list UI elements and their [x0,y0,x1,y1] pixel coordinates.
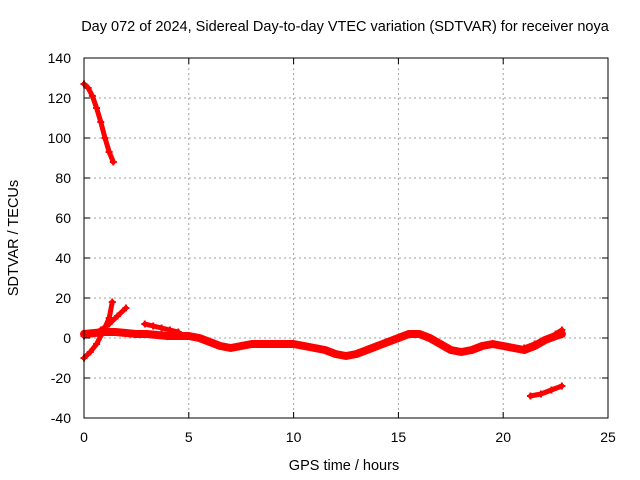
x-tick-label: 20 [495,429,511,445]
data-point [141,320,149,328]
data-point [164,332,172,340]
data-point [394,334,402,342]
y-tick-label: 60 [55,210,71,226]
data-point [206,338,214,346]
data-point [300,342,308,350]
y-tick-label: 100 [48,130,72,146]
data-point [174,332,182,340]
data-point [552,330,560,338]
data-point [158,324,166,332]
data-point [84,84,92,92]
data-point [352,350,360,358]
data-point [531,340,539,348]
plot-frame [83,57,609,419]
data-point [290,340,298,348]
data-point [93,340,101,348]
data-point [122,329,130,337]
data-point [227,344,235,352]
data-point [111,328,119,336]
data-point [86,348,94,356]
data-point [510,344,518,352]
data-point [478,342,486,350]
x-tick-label: 25 [600,429,616,445]
series-layer [80,80,566,400]
data-point [108,298,116,306]
data-point [520,344,528,352]
data-point [122,304,130,312]
data-point [269,340,277,348]
y-tick-label: -40 [51,410,71,426]
data-point [457,348,465,356]
y-tick-label: -20 [51,370,71,386]
data-point [101,134,109,142]
data-point [447,346,455,354]
y-tick-label: 80 [55,170,71,186]
data-point [216,342,224,350]
data-point [332,350,340,358]
y-tick-label: 0 [63,330,71,346]
x-tick-label: 5 [185,429,193,445]
data-point [153,331,161,339]
data-point [149,322,157,330]
data-point [90,329,98,337]
x-axis-label: GPS time / hours [289,458,399,474]
data-point [499,342,507,350]
data-point [258,340,266,348]
data-point [342,352,350,360]
y-tick-label: 120 [48,90,72,106]
data-point [105,320,113,328]
data-point [105,314,113,322]
data-point [101,328,109,336]
data-point [185,332,193,340]
data-point [143,330,151,338]
data-point [405,330,413,338]
grid [84,58,608,418]
x-tick-label: 10 [286,429,302,445]
y-tick-label: 20 [55,290,71,306]
data-point [132,330,140,338]
data-point [426,334,434,342]
data-point [97,118,105,126]
data-point [547,386,555,394]
y-tick-label: 40 [55,250,71,266]
tick-layer: 0 5 10 15 20 25 -40 -20 0 20 40 60 80 100 120 140 [48,50,616,445]
data-point [114,312,122,320]
data-point [558,326,566,334]
data-point [109,158,117,166]
data-point [363,346,371,354]
data-point [384,338,392,346]
data-point [248,340,256,348]
data-point [415,330,423,338]
data-point [237,342,245,350]
x-tick-label: 15 [391,429,407,445]
data-point [88,92,96,100]
data-point [321,346,329,354]
data-point [195,334,203,342]
data-point [373,342,381,350]
data-point [541,336,549,344]
y-tick-label: 140 [48,50,72,66]
data-point [436,340,444,348]
data-point [468,346,476,354]
data-point [558,382,566,390]
series-arc-late-low [527,383,565,399]
data-point [311,344,319,352]
chart-title: Day 072 of 2024, Sidereal Day-to-day VTE… [81,19,610,35]
x-tick-label: 0 [80,429,88,445]
data-point [93,104,101,112]
data-point [105,148,113,156]
y-axis-label: SDTVAR / TECUs [6,180,22,296]
data-point [489,340,497,348]
data-point [279,340,287,348]
data-point [537,390,545,398]
data-point [526,392,534,400]
